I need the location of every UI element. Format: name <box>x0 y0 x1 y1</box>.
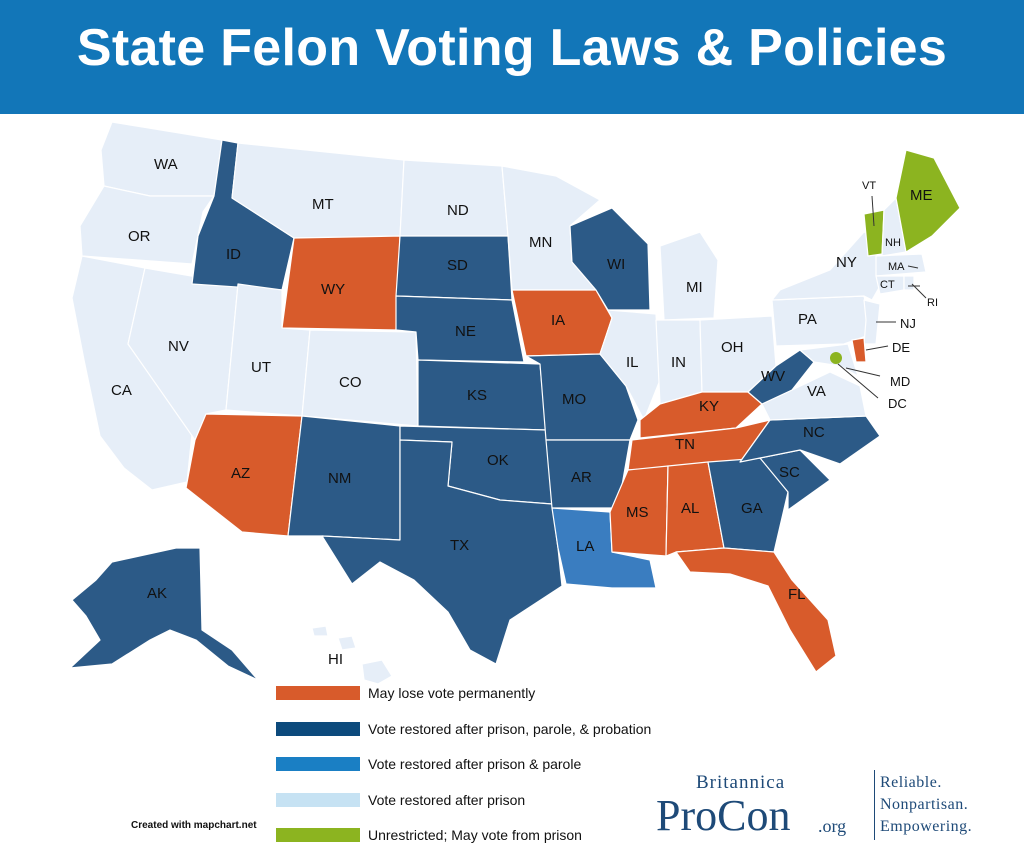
label-NC: NC <box>803 424 825 441</box>
legend-label: Vote restored after prison & parole <box>368 756 582 772</box>
state-WI[interactable] <box>569 207 651 311</box>
legend-item-prison-parole: Vote restored after prison & parole <box>276 753 716 789</box>
brand-britannica: Britannica <box>696 772 786 793</box>
label-WV: WV <box>761 368 786 385</box>
state-ME[interactable] <box>895 149 961 253</box>
label-MS: MS <box>626 504 649 521</box>
label-SC: SC <box>779 464 800 481</box>
brand-org: .org <box>818 816 847 836</box>
label-KS: KS <box>467 387 488 404</box>
label-OK: OK <box>487 452 509 469</box>
state-TX[interactable] <box>321 439 563 665</box>
label-CO: CO <box>339 374 362 391</box>
label-WI: WI <box>607 256 626 273</box>
legend-swatch <box>276 686 360 700</box>
label-IA: IA <box>551 312 566 329</box>
title-banner: State Felon Voting Laws & Policies <box>0 0 1024 114</box>
label-NE: NE <box>455 323 476 340</box>
brand-tagline-3: Empowering. <box>880 818 973 835</box>
state-RI[interactable] <box>903 275 915 291</box>
legend-item-prison-parole-probation: Vote restored after prison, parole, & pr… <box>276 718 716 754</box>
label-VA: VA <box>807 383 826 400</box>
label-ND: ND <box>447 202 469 219</box>
label-NM: NM <box>328 470 352 487</box>
legend-swatch <box>276 757 360 771</box>
label-NJ: NJ <box>900 316 916 331</box>
label-RI: RI <box>927 297 938 309</box>
state-HI[interactable] <box>311 625 393 685</box>
state-ND[interactable] <box>399 159 509 237</box>
label-NY: NY <box>836 254 857 271</box>
legend-item-prison: Vote restored after prison <box>276 789 716 825</box>
legend-label: Unrestricted; May vote from prison <box>368 827 582 843</box>
state-MA[interactable] <box>875 253 927 277</box>
label-PA: PA <box>798 311 817 328</box>
label-CA: CA <box>111 382 132 399</box>
label-AR: AR <box>571 469 592 486</box>
label-MT: MT <box>312 196 334 213</box>
label-TN: TN <box>675 436 695 453</box>
state-MD[interactable] <box>799 343 859 377</box>
state-DE[interactable] <box>851 337 867 363</box>
label-ME: ME <box>910 187 933 204</box>
state-NY[interactable] <box>771 231 881 301</box>
label-UT: UT <box>251 359 271 376</box>
legend: May lose vote permanently Vote restored … <box>276 682 716 860</box>
legend-item-permanent: May lose vote permanently <box>276 682 716 718</box>
label-MD: MD <box>890 374 911 389</box>
legend-swatch <box>276 792 360 807</box>
state-OR[interactable] <box>79 185 215 265</box>
state-MI[interactable] <box>659 231 719 321</box>
label-CT: CT <box>880 279 895 291</box>
legend-swatch <box>276 828 360 842</box>
label-FL: FL <box>788 586 806 603</box>
state-VT[interactable] <box>863 209 885 257</box>
state-FL[interactable] <box>675 547 837 673</box>
brand-procon: ProCon <box>656 791 791 840</box>
label-NH: NH <box>885 237 901 249</box>
label-GA: GA <box>741 500 763 517</box>
label-IN: IN <box>671 354 686 371</box>
label-WA: WA <box>154 156 178 173</box>
callout-lines <box>837 195 927 399</box>
label-MN: MN <box>529 234 553 251</box>
label-LA: LA <box>576 538 595 555</box>
label-VT: VT <box>862 180 877 192</box>
label-KY: KY <box>699 398 720 415</box>
label-OR: OR <box>128 228 151 245</box>
label-OH: OH <box>721 339 744 356</box>
label-TX: TX <box>450 537 470 554</box>
label-AL: AL <box>681 500 700 517</box>
state-AK[interactable] <box>69 547 259 681</box>
label-HI: HI <box>328 651 343 668</box>
legend-label: Vote restored after prison <box>368 791 526 808</box>
legend-swatch <box>276 721 360 736</box>
label-MO: MO <box>562 391 587 408</box>
legend-label: Vote restored after prison, parole, & pr… <box>368 720 652 737</box>
brand-divider <box>874 770 875 840</box>
map-credit: Created with mapchart.net <box>131 820 257 831</box>
label-AK: AK <box>147 585 168 602</box>
label-WY: WY <box>321 281 346 298</box>
page-title: State Felon Voting Laws & Policies <box>76 19 948 77</box>
dc-marker <box>830 352 842 364</box>
label-SD: SD <box>447 257 468 274</box>
label-MI: MI <box>686 279 703 296</box>
label-DE: DE <box>892 340 911 355</box>
state-NJ[interactable] <box>863 299 881 345</box>
label-MA: MA <box>888 261 905 273</box>
legend-label: May lose vote permanently <box>368 685 536 701</box>
label-DC: DC <box>888 396 907 411</box>
state-PA[interactable] <box>771 295 873 347</box>
label-IL: IL <box>626 354 639 371</box>
label-AZ: AZ <box>231 465 251 482</box>
brand-tagline-2: Nonpartisan. <box>880 796 969 813</box>
brand-tagline-1: Reliable. <box>880 774 942 791</box>
legend-item-unrestricted: Unrestricted; May vote from prison <box>276 824 716 860</box>
label-NV: NV <box>168 338 189 355</box>
state-MS[interactable] <box>609 465 669 557</box>
label-ID: ID <box>226 246 241 263</box>
procon-logo[interactable]: Britannica ProCon .org Reliable. Nonpart… <box>650 768 1010 848</box>
